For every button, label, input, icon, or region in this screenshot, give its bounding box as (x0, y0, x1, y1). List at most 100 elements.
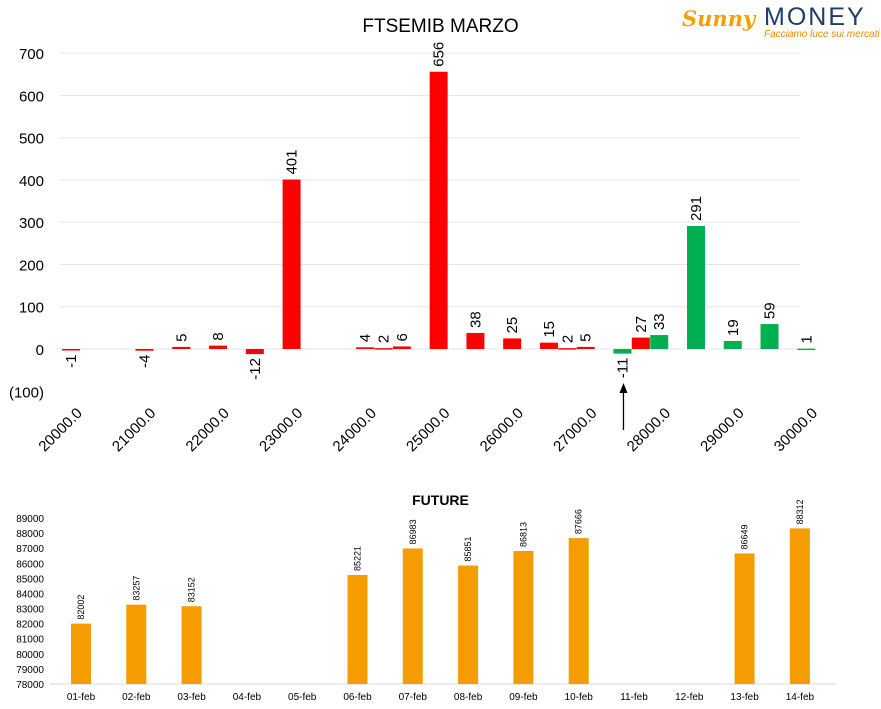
value-label-22500: -12 (247, 358, 264, 380)
y-tick-label: 500 (19, 131, 44, 148)
future-y-tick-label: 82000 (16, 620, 44, 631)
future-bar-01-feb (71, 623, 91, 684)
value-label-25500: 38 (467, 311, 484, 328)
future-value-label-06-feb: 85221 (353, 546, 363, 571)
future-x-tick-label: 13-feb (730, 692, 759, 703)
value-label-26750: 2 (559, 335, 576, 343)
value-label-29000: 19 (725, 319, 742, 336)
value-label-29500: 59 (762, 302, 779, 319)
bar-26000 (503, 338, 522, 349)
sunny-money-logo: Sunny MONEY Facciamo luce sui mercati (678, 2, 880, 42)
value-label-28500: 291 (688, 196, 705, 221)
value-label-27500: -11 (614, 358, 631, 379)
future-bar-08-feb (458, 565, 479, 684)
future-value-label-09-feb: 86813 (518, 522, 528, 547)
y-tick-label: 100 (19, 300, 44, 317)
future-x-tick-label: 03-feb (177, 692, 206, 703)
future-y-tick-label: 83000 (16, 605, 44, 616)
bar-28000 (650, 335, 669, 349)
value-label-30000: 1 (798, 335, 815, 343)
value-label-26500: 15 (541, 321, 558, 338)
logo-money-text: MONEY (764, 3, 866, 31)
future-x-tick-label: 08-feb (454, 692, 483, 703)
value-label-22000: 8 (210, 332, 227, 340)
future-value-label-08-feb: 85851 (463, 536, 473, 561)
future-x-tick-label: 10-feb (565, 692, 594, 703)
future-bar-06-feb (347, 575, 368, 684)
future-y-tick-label: 79000 (16, 665, 44, 676)
future-bar-07-feb (402, 548, 423, 684)
future-y-tick-label: 87000 (16, 544, 44, 555)
future-y-tick-label: 84000 (16, 589, 44, 600)
future-bar-14-feb (789, 528, 810, 684)
future-x-tick-label: 02-feb (122, 692, 151, 703)
future-x-tick-label: 05-feb (288, 692, 317, 703)
y-tick-label: 700 (19, 46, 44, 63)
future-y-tick-label: 89000 (16, 514, 44, 525)
chart-title-future: FUTURE (412, 492, 469, 508)
value-label-27000: 5 (578, 334, 595, 342)
bar-23000 (282, 179, 301, 349)
bar-21500 (172, 346, 191, 349)
bar-27000 (576, 346, 595, 349)
bar-22000 (209, 345, 228, 349)
bar-26750 (558, 348, 577, 350)
future-x-tick-label: 12-feb (675, 692, 704, 703)
bar-21000 (135, 349, 154, 351)
y-tick-label: 0 (36, 342, 44, 359)
value-label-24000: 4 (357, 334, 374, 342)
value-label-20000: -1 (63, 355, 80, 368)
y-tick-label: 300 (19, 215, 44, 232)
future-bar-03-feb (181, 606, 202, 684)
future-y-tick-label: 86000 (16, 559, 44, 570)
bar-24000 (356, 347, 375, 349)
bar-25000 (429, 71, 448, 349)
bar-26500 (539, 342, 558, 349)
future-bar-02-feb (126, 604, 147, 684)
future-y-tick-label: 78000 (16, 680, 44, 691)
future-x-tick-label: 04-feb (233, 692, 262, 703)
ftsemib-chart: (100) 0 100 200 300 400 500 600 700 -1 -4 5 8 -12 401 4… (9, 42, 821, 455)
bar-29000 (723, 340, 742, 349)
bar-27750 (631, 337, 650, 349)
value-label-24250: 2 (376, 335, 393, 343)
future-y-tick-label: 80000 (16, 650, 44, 661)
value-label-21000: -4 (137, 355, 154, 368)
bar-30000 (797, 348, 816, 351)
future-bar-13-feb (734, 553, 755, 684)
future-y-tick-label: 88000 (16, 529, 44, 540)
bar-20000 (62, 349, 80, 351)
value-label-27750: 27 (633, 316, 650, 333)
bar-24500 (392, 346, 411, 349)
bar-22500 (245, 349, 264, 355)
future-value-label-07-feb: 86983 (408, 519, 418, 544)
future-bar-09-feb (513, 551, 534, 684)
y-tick-label: 200 (19, 257, 44, 274)
future-y-tick-label: 81000 (16, 635, 44, 646)
future-y-tick-label: 85000 (16, 574, 44, 585)
future-x-tick-label: 06-feb (343, 692, 372, 703)
future-value-label-02-feb: 83257 (131, 576, 141, 601)
value-label-28000: 33 (651, 313, 668, 330)
chart-title-ftsemib: FTSEMIB MARZO (362, 16, 519, 37)
future-x-tick-label: 11-feb (620, 692, 648, 703)
y-tick-label: 600 (19, 88, 44, 105)
arrow-head (619, 383, 628, 393)
future-value-label-13-feb: 86649 (740, 524, 750, 549)
value-label-26000: 25 (504, 317, 521, 334)
future-x-tick-label: 01-feb (67, 692, 96, 703)
future-value-label-10-feb: 87666 (574, 509, 584, 534)
future-x-tick-label: 14-feb (786, 692, 815, 703)
future-value-label-03-feb: 83152 (187, 577, 197, 602)
logo-tagline: Facciamo luce sui mercati (764, 29, 880, 40)
future-bar-10-feb (568, 538, 589, 684)
bar-24250 (374, 348, 393, 350)
bar-25500 (466, 332, 485, 349)
value-label-25000: 656 (431, 42, 448, 67)
logo-sunny-text: Sunny (682, 6, 756, 31)
value-label-21500: 5 (173, 334, 190, 342)
future-value-label-14-feb: 88312 (795, 499, 805, 524)
value-label-23000: 401 (284, 150, 301, 175)
future-value-label-01-feb: 82002 (76, 595, 86, 620)
